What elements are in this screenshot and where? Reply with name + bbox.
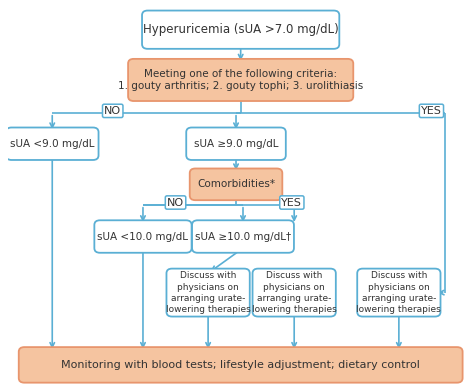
Text: NO: NO — [167, 197, 184, 208]
FancyBboxPatch shape — [128, 59, 353, 101]
Text: sUA ≥9.0 mg/dL: sUA ≥9.0 mg/dL — [194, 139, 278, 149]
FancyBboxPatch shape — [190, 168, 283, 200]
FancyBboxPatch shape — [6, 128, 99, 160]
Text: sUA ≥10.0 mg/dL†: sUA ≥10.0 mg/dL† — [195, 232, 291, 241]
Text: sUA <9.0 mg/dL: sUA <9.0 mg/dL — [10, 139, 94, 149]
FancyBboxPatch shape — [357, 268, 440, 317]
FancyBboxPatch shape — [19, 347, 463, 383]
Text: NO: NO — [104, 106, 121, 116]
Text: Comorbidities*: Comorbidities* — [197, 179, 275, 189]
FancyBboxPatch shape — [94, 220, 191, 253]
Text: YES: YES — [282, 197, 302, 208]
FancyBboxPatch shape — [186, 128, 286, 160]
Text: sUA <10.0 mg/dL: sUA <10.0 mg/dL — [98, 232, 189, 241]
Text: Meeting one of the following criteria:
1. gouty arthritis; 2. gouty tophi; 3. ur: Meeting one of the following criteria: 1… — [118, 69, 363, 91]
Text: YES: YES — [421, 106, 442, 116]
FancyBboxPatch shape — [166, 268, 250, 317]
Text: Discuss with
physicians on
arranging urate-
lowering therapies: Discuss with physicians on arranging ura… — [252, 272, 337, 314]
Text: Discuss with
physicians on
arranging urate-
lowering therapies: Discuss with physicians on arranging ura… — [356, 272, 441, 314]
Text: Hyperuricemia (sUA >7.0 mg/dL): Hyperuricemia (sUA >7.0 mg/dL) — [143, 23, 338, 36]
FancyBboxPatch shape — [253, 268, 336, 317]
Text: Monitoring with blood tests; lifestyle adjustment; dietary control: Monitoring with blood tests; lifestyle a… — [61, 360, 420, 370]
FancyBboxPatch shape — [192, 220, 294, 253]
Text: Discuss with
physicians on
arranging urate-
lowering therapies: Discuss with physicians on arranging ura… — [166, 272, 250, 314]
FancyBboxPatch shape — [142, 10, 339, 49]
